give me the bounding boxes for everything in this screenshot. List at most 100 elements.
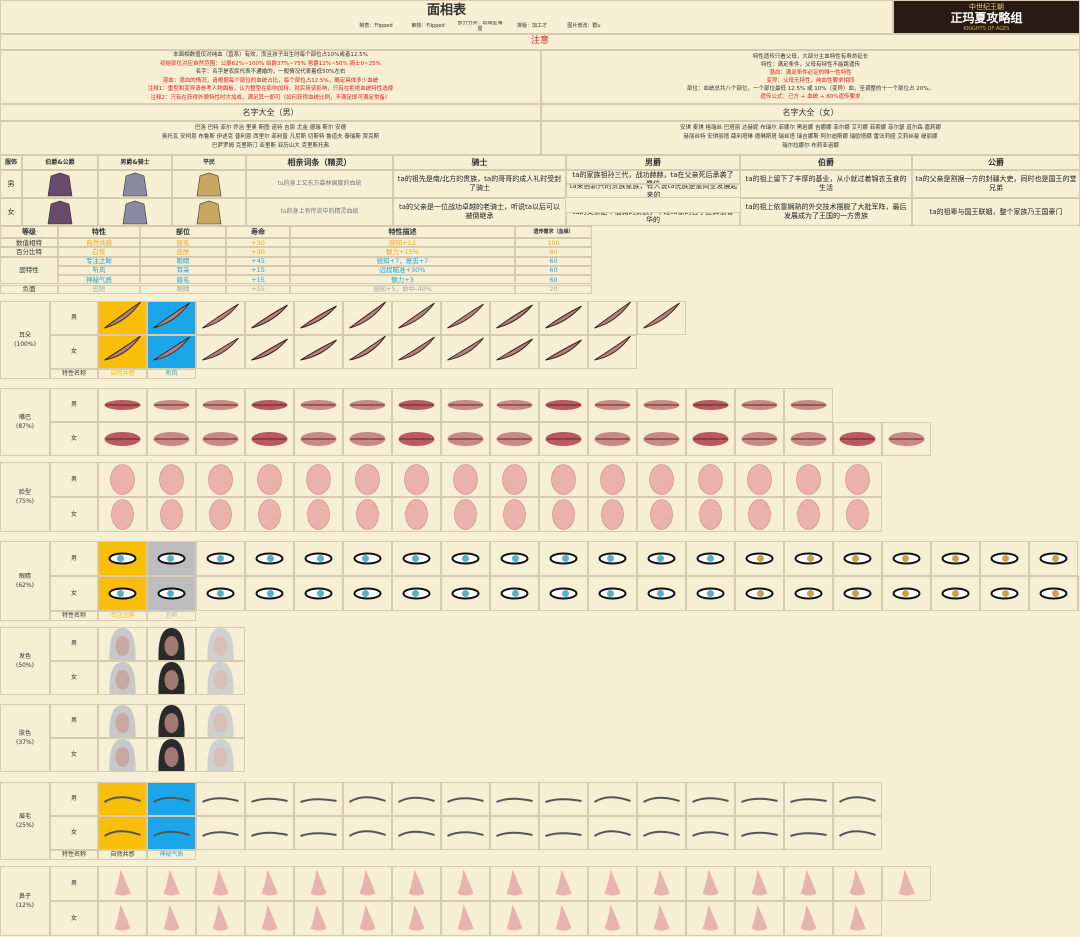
note: 初始部位对应自然范围：公爵62%~100% 伯爵37%~75% 男爵12%~50… <box>160 60 381 67</box>
part-cell <box>490 816 539 850</box>
trait-label: 特性名称 <box>50 611 98 621</box>
part-cell <box>294 388 343 422</box>
gender: 女 <box>50 576 98 611</box>
part-cell <box>882 422 931 456</box>
part-cell <box>294 422 343 456</box>
part-cell <box>735 422 784 456</box>
part-cell <box>588 497 637 532</box>
part-cell <box>196 738 245 772</box>
rank-header: 骑士 <box>393 155 566 170</box>
part-cell <box>196 422 245 456</box>
rank-text: ta的父亲是割据一方的封疆大吏，同时也是国王的堂兄弟 <box>912 170 1080 198</box>
part-cell <box>539 541 588 576</box>
part-cell <box>98 388 147 422</box>
title: 面相表 <box>426 2 466 18</box>
part-cell <box>882 576 931 611</box>
part-cell <box>196 627 245 661</box>
part-cell <box>833 782 882 816</box>
part-cell <box>245 422 294 456</box>
gender: 女 <box>50 901 98 936</box>
note: 特性：满足条件，父母有特性不能跳遗传 <box>760 62 860 69</box>
part-cell <box>294 866 343 901</box>
trait-name: 丑陋 <box>147 611 196 621</box>
part-cell <box>147 335 196 369</box>
credit: 图片修改：群u <box>567 22 601 29</box>
trait-cell: 20 <box>515 284 592 294</box>
part-cell <box>882 541 931 576</box>
clothing-cell <box>172 198 246 226</box>
clothing-cell <box>98 198 172 226</box>
part-cell <box>343 866 392 901</box>
part-cell <box>147 738 196 772</box>
clothing-cell <box>98 170 172 198</box>
trait-cell: 远程瞄准+30% <box>290 265 515 276</box>
trait-label: 特性名称 <box>50 850 98 860</box>
section-name: 肤色 <box>18 729 31 737</box>
part-cell <box>196 661 245 695</box>
part-cell <box>490 335 539 369</box>
rank-header: 伯爵 <box>740 155 912 170</box>
trait-header: 部位 <box>140 226 226 238</box>
part-cell <box>931 541 980 576</box>
section-cell <box>0 388 50 456</box>
part-cell <box>833 816 882 850</box>
trait-cell: 感知+7，意志+7 <box>290 256 515 266</box>
trait-cell: 皮肤 <box>140 247 226 257</box>
part-cell <box>441 335 490 369</box>
part-cell <box>392 901 441 936</box>
part-cell <box>441 541 490 576</box>
part-cell <box>294 901 343 936</box>
trait-cell: 自然共感 <box>58 238 140 248</box>
rank-header: 伯爵&公爵 <box>22 155 98 170</box>
part-cell <box>392 388 441 422</box>
part-cell <box>686 816 735 850</box>
section-percent: (62%) <box>15 581 35 589</box>
part-cell <box>245 816 294 850</box>
logo-main: 正玛夏攻略组 <box>950 11 1023 25</box>
part-cell <box>833 541 882 576</box>
part-cell <box>98 816 147 850</box>
trait-cell: 100 <box>515 238 592 248</box>
rank-header: 男爵&骑士 <box>98 155 172 170</box>
part-cell <box>98 301 147 335</box>
gender: 女 <box>50 738 98 772</box>
rank-text: ta的家族祖孙三代，战功赫赫，ta在父亲死后承袭了爵位 <box>566 170 740 184</box>
part-cell <box>490 901 539 936</box>
part-cell <box>98 335 147 369</box>
trait-cell: 眉毛 <box>140 238 226 248</box>
part-cell <box>1029 541 1078 576</box>
part-cell <box>392 541 441 576</box>
trait-label: 特性名称 <box>50 369 98 379</box>
part-cell <box>490 462 539 497</box>
part-cell <box>490 388 539 422</box>
part-cell <box>98 782 147 816</box>
part-cell <box>147 462 196 497</box>
credit: 排版：加工才 <box>516 22 547 29</box>
part-cell <box>539 388 588 422</box>
part-cell <box>588 388 637 422</box>
notice-title: 注意 <box>0 34 1080 50</box>
trait-cell: +15 <box>226 265 290 276</box>
name-line: 巴洛 巴特 菲尔 乔治 里奥 斯图 诺特 吉恩 尤金 德瑞 斯尔 安德 <box>194 125 347 132</box>
note: 特性遗传只看父母，大部分主血特性有寿命延长 <box>752 54 869 61</box>
part-cell <box>343 497 392 532</box>
rank-text: ta的身上有传说中的精灵血统 <box>246 198 393 226</box>
part-cell <box>686 388 735 422</box>
part-cell <box>490 866 539 901</box>
rank-header: 公爵 <box>912 155 1080 170</box>
rank-text: ta的祖先是南/北方的贵族，ta的哥哥的成人礼时受封了骑士 <box>393 170 566 198</box>
part-cell <box>196 388 245 422</box>
part-cell <box>637 462 686 497</box>
part-cell <box>539 301 588 335</box>
part-cell <box>392 816 441 850</box>
part-cell <box>833 422 882 456</box>
part-cell <box>686 422 735 456</box>
part-cell <box>294 335 343 369</box>
section-percent: (75%) <box>15 497 35 505</box>
part-cell <box>539 462 588 497</box>
part-cell <box>343 816 392 850</box>
part-cell <box>686 866 735 901</box>
part-cell <box>98 422 147 456</box>
part-cell <box>490 301 539 335</box>
trait-header: 遗传需求（血缘） <box>515 226 592 238</box>
